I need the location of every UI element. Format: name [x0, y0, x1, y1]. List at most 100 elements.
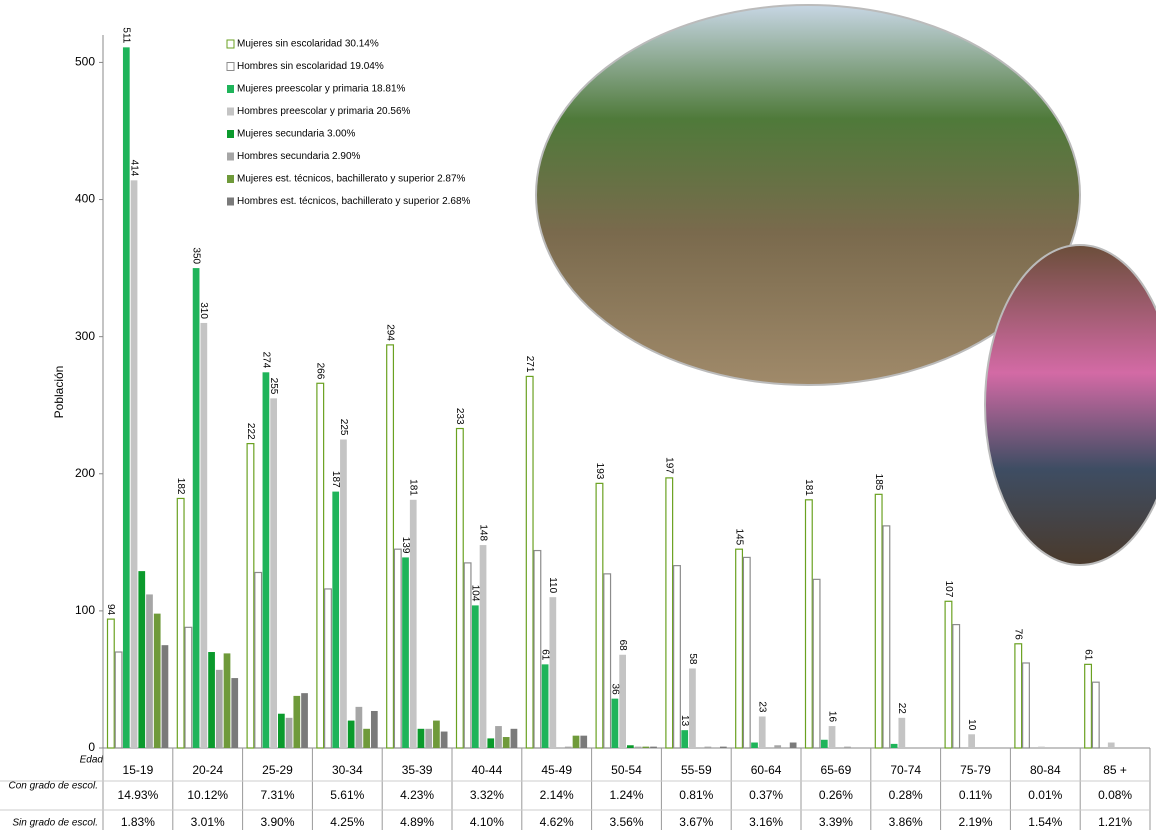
- bar: [751, 742, 758, 748]
- legend-label: Mujeres sin escolaridad 30.14%: [237, 39, 379, 50]
- bar: [393, 548, 402, 749]
- table-cell: 0.37%: [749, 788, 783, 802]
- bar: [789, 742, 797, 748]
- table-cell: 5.61%: [330, 788, 364, 802]
- table-cell: 4.89%: [400, 815, 434, 829]
- bar: [968, 734, 975, 748]
- y-tick-label: 0: [88, 740, 95, 754]
- bar: [564, 746, 572, 748]
- bar: [487, 738, 495, 748]
- bar: [184, 626, 193, 749]
- bar: [254, 571, 263, 749]
- bar: [340, 439, 347, 748]
- data-label: 233: [454, 408, 465, 425]
- y-tick-label: 400: [75, 192, 95, 206]
- table-cell: 3.56%: [609, 815, 643, 829]
- data-label: 310: [198, 302, 209, 319]
- data-label: 222: [245, 423, 256, 440]
- bar: [874, 493, 883, 749]
- x-tick-label: 65-69: [821, 763, 852, 777]
- y-axis-label: Población: [52, 366, 66, 419]
- data-label: 350: [190, 247, 201, 264]
- bar: [425, 728, 433, 748]
- bar: [820, 739, 828, 748]
- table-cell: 14.93%: [118, 788, 159, 802]
- bar: [176, 497, 185, 749]
- bar: [595, 482, 604, 749]
- data-label: 274: [260, 352, 271, 369]
- row-label: Con grado de escol.: [8, 781, 98, 792]
- data-label: 187: [330, 471, 341, 488]
- bar: [650, 746, 657, 748]
- table-cell: 1.83%: [121, 815, 155, 829]
- bar: [316, 382, 325, 749]
- x-tick-label: 75-79: [960, 763, 991, 777]
- bar: [208, 652, 215, 748]
- data-label: 107: [943, 581, 954, 598]
- x-tick-label: 30-34: [332, 763, 363, 777]
- table-cell: 0.11%: [959, 788, 992, 802]
- bar: [898, 717, 906, 748]
- bar: [192, 268, 200, 748]
- bar: [417, 728, 425, 748]
- legend-swatch: [227, 175, 234, 183]
- bar: [153, 613, 161, 748]
- bar: [882, 525, 891, 749]
- table-cell: 3.67%: [679, 815, 713, 829]
- x-tick-label: 60-64: [751, 763, 782, 777]
- data-label: 94: [105, 604, 116, 616]
- table-cell: 4.25%: [330, 815, 364, 829]
- data-label: 10: [966, 719, 977, 731]
- table-cell: 3.16%: [749, 815, 783, 829]
- legend-label: Mujeres preescolar y primaria 18.81%: [237, 84, 406, 95]
- bar: [665, 477, 674, 749]
- bar: [533, 549, 542, 749]
- bar: [1107, 742, 1115, 748]
- legend-swatch: [227, 130, 234, 138]
- bar: [246, 443, 255, 749]
- data-label: 23: [757, 701, 768, 713]
- bar: [689, 668, 696, 748]
- bar: [944, 600, 953, 749]
- y-tick-label: 500: [75, 55, 95, 69]
- bar: [324, 588, 332, 749]
- bar: [735, 548, 744, 749]
- data-label: 182: [175, 478, 186, 495]
- bar: [603, 573, 612, 749]
- legend-swatch: [226, 62, 235, 71]
- table-cell: 0.08%: [1098, 788, 1132, 802]
- data-label: 13: [679, 715, 690, 727]
- table-cell: 1.21%: [1098, 815, 1132, 829]
- bar: [270, 398, 277, 748]
- bar: [200, 322, 208, 748]
- bar: [409, 499, 417, 748]
- data-label: 271: [524, 356, 535, 373]
- data-label: 197: [664, 457, 675, 474]
- table-cell: 3.86%: [889, 815, 923, 829]
- bar: [704, 746, 712, 748]
- bar: [580, 735, 588, 748]
- y-tick-label: 300: [75, 329, 95, 343]
- bar: [138, 571, 146, 748]
- bar: [719, 746, 727, 748]
- data-label: 181: [803, 479, 814, 496]
- data-label: 110: [547, 577, 558, 593]
- bar: [146, 594, 153, 748]
- table-header: Edad: [80, 755, 104, 766]
- data-label: 68: [617, 640, 628, 652]
- bar: [1091, 681, 1100, 749]
- bar: [502, 737, 510, 748]
- bar: [278, 713, 285, 748]
- bar: [386, 344, 395, 749]
- bar: [455, 427, 464, 749]
- y-tick-label: 100: [75, 603, 95, 617]
- bar: [440, 731, 448, 748]
- table-cell: 4.10%: [470, 815, 504, 829]
- legend-swatch: [227, 107, 234, 116]
- bar: [114, 651, 123, 749]
- bar: [549, 597, 557, 748]
- bar: [828, 726, 836, 748]
- bar: [525, 375, 534, 749]
- bar: [1038, 746, 1045, 748]
- bar: [642, 746, 650, 748]
